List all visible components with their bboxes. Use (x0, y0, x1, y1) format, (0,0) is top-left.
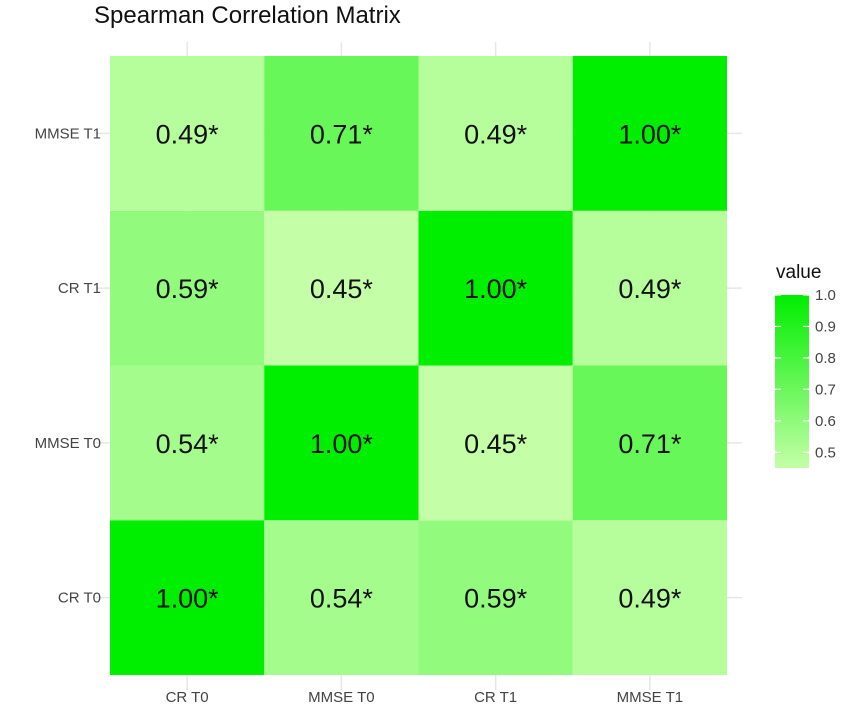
cell-label: 0.49* (464, 119, 528, 149)
heatmap-cell (110, 365, 265, 521)
y-tick-label: CR T1 (58, 280, 101, 297)
heatmap-cell (264, 210, 419, 366)
cell-label: 1.00* (156, 584, 220, 614)
x-tick-label: CR T1 (474, 689, 517, 706)
heatmap-cell (264, 56, 419, 211)
x-tick-label: MMSE T0 (308, 689, 374, 706)
heatmap-cell (572, 520, 727, 675)
legend-tick-label: 0.9 (815, 318, 836, 335)
y-tick-label: MMSE T0 (35, 435, 101, 452)
legend-tick-label: 0.6 (815, 413, 836, 430)
cell-label: 0.54* (310, 584, 374, 614)
cell-label: 0.71* (618, 429, 682, 459)
cell-label: 0.45* (464, 429, 528, 459)
heatmap-cell (110, 520, 265, 675)
legend-tick-label: 0.5 (815, 444, 836, 461)
cell-label: 0.59* (464, 584, 528, 614)
legend-colorbar (775, 295, 809, 468)
heatmap-cell (264, 520, 419, 675)
x-tick-label: CR T0 (166, 689, 209, 706)
cell-label: 1.00* (310, 429, 374, 459)
heatmap-cell (418, 56, 573, 211)
heatmap-cell (418, 365, 573, 521)
legend-tick-label: 0.8 (815, 350, 836, 367)
cell-label: 0.49* (156, 119, 220, 149)
cell-label: 0.71* (310, 119, 374, 149)
cell-label: 0.49* (618, 584, 682, 614)
heatmap-cell (264, 365, 419, 521)
heatmap-cell (418, 520, 573, 675)
cell-label: 0.54* (156, 429, 220, 459)
y-tick-label: MMSE T1 (35, 125, 101, 142)
y-tick-label: CR T0 (58, 590, 101, 607)
legend-tick-label: 1.0 (815, 287, 836, 304)
cell-label: 0.49* (618, 274, 682, 304)
heatmap-cell (572, 365, 727, 521)
heatmap-cell (418, 210, 573, 366)
cell-label: 1.00* (618, 119, 682, 149)
heatmap-cell (110, 210, 265, 366)
cell-label: 1.00* (464, 274, 528, 304)
heatmap-cell (572, 210, 727, 366)
legend-title: value (776, 262, 822, 283)
cell-label: 0.45* (310, 274, 374, 304)
legend-tick-label: 0.7 (815, 381, 836, 398)
chart-title: Spearman Correlation Matrix (94, 2, 401, 29)
cell-label: 0.59* (156, 274, 220, 304)
heatmap-cell (572, 56, 727, 211)
heatmap-cell (110, 56, 265, 211)
x-tick-label: MMSE T1 (617, 689, 683, 706)
